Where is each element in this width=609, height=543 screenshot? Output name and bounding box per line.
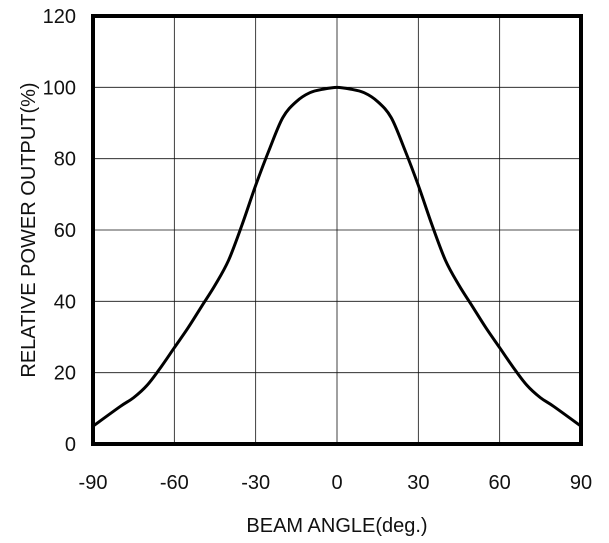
plot-frame	[91, 14, 583, 446]
x-tick-label: -30	[241, 472, 270, 494]
x-tick-label: -90	[79, 472, 108, 494]
x-tick-label: -60	[160, 472, 189, 494]
x-axis-title: BEAM ANGLE(deg.)	[246, 515, 427, 537]
x-axis-ticks: -90 -60 -30 0 30 60 90	[79, 472, 593, 494]
y-tick-label: 60	[54, 220, 76, 242]
y-tick-label: 80	[54, 149, 76, 171]
y-axis-ticks: 0 20 40 60 80 100 120	[43, 6, 76, 456]
x-tick-label: 0	[331, 472, 342, 494]
y-tick-label: 120	[43, 6, 76, 28]
x-tick-label: 30	[407, 472, 429, 494]
power-output-curve	[91, 85, 583, 428]
y-tick-label: 40	[54, 291, 76, 313]
y-tick-label: 0	[65, 434, 76, 456]
grid	[92, 15, 582, 445]
x-tick-label: 90	[570, 472, 592, 494]
curve-layer	[91, 85, 583, 428]
x-tick-label: 60	[489, 472, 511, 494]
y-tick-label: 20	[54, 363, 76, 385]
y-axis-title: RELATIVE POWER OUTPUT(%)	[18, 82, 40, 377]
y-tick-label: 100	[43, 77, 76, 99]
